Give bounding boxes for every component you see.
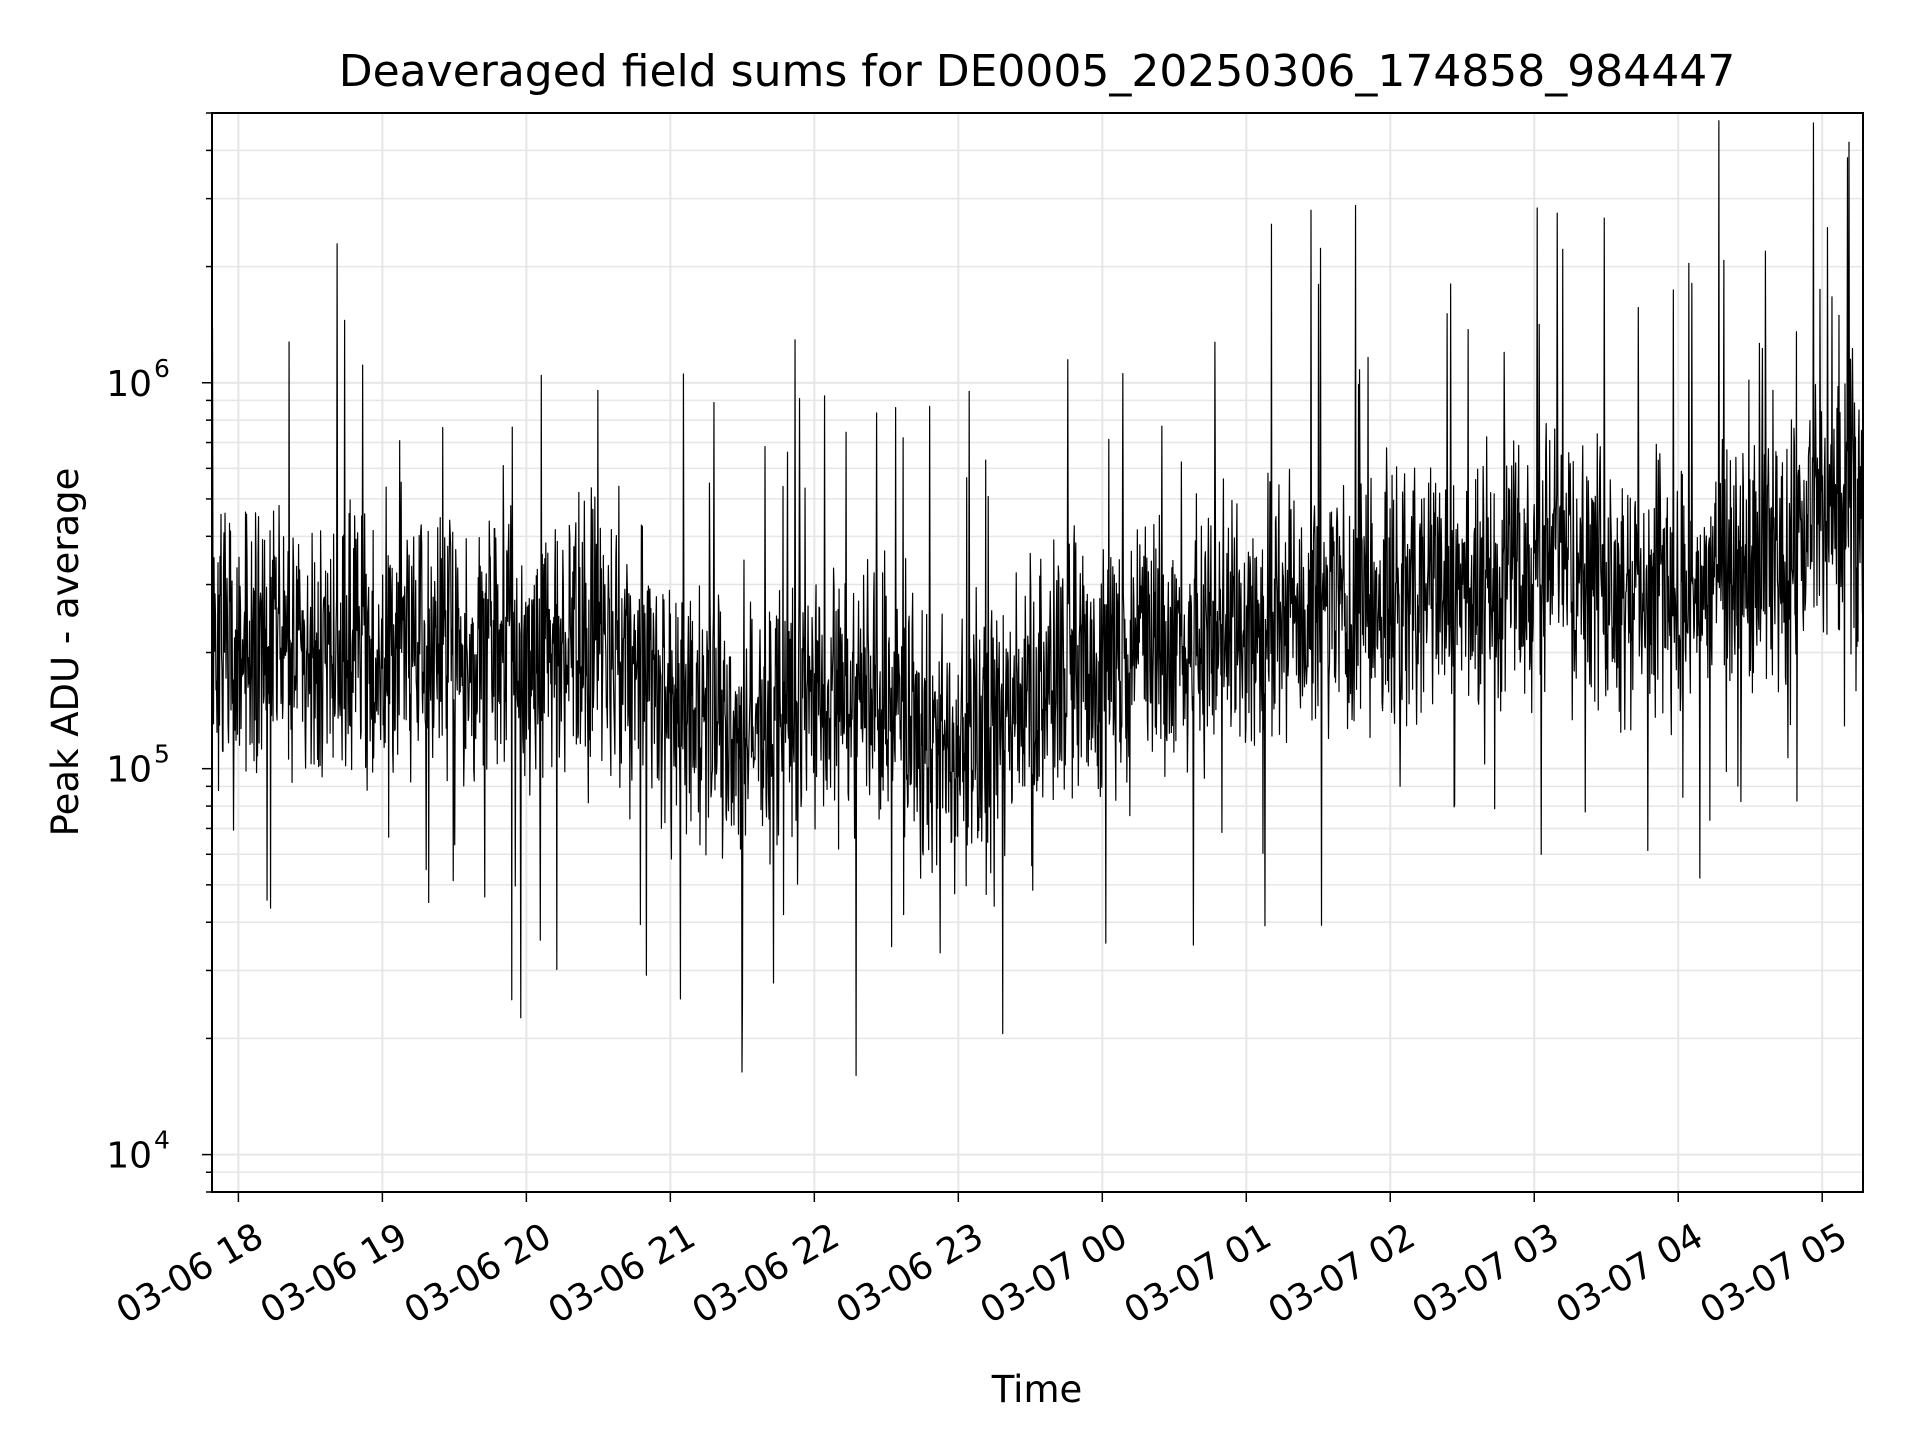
y-axis-label: Peak ADU - average [44,468,87,837]
y-tick-label: 10 [106,1136,152,1177]
grid [212,112,1863,1193]
y-tick-label-exponent: 4 [154,1126,170,1155]
y-tick-label: 10 [106,364,152,405]
series-line [211,120,1864,1076]
y-tick-label: 10 [106,750,152,791]
x-axis-label: Time [991,1368,1083,1411]
y-tick-label-exponent: 6 [154,354,170,383]
y-tick-label-exponent: 5 [154,740,170,769]
chart-title: Deaveraged field sums for DE0005_2025030… [339,46,1736,97]
data-series [211,120,1864,1076]
